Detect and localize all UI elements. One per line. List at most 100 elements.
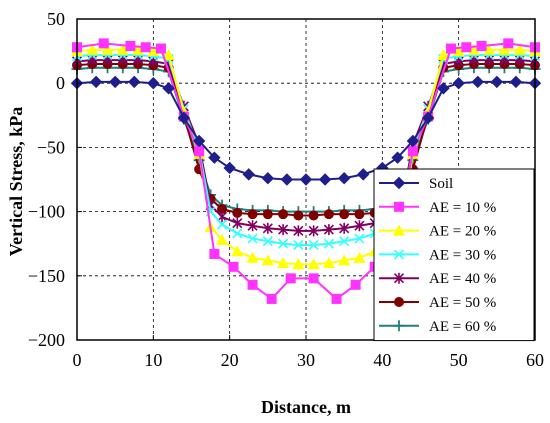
series-1-point	[476, 40, 487, 51]
series-0-point	[490, 75, 504, 89]
series-0-point	[108, 75, 122, 89]
x-tick-label: 0	[73, 350, 82, 370]
series-1-point	[266, 293, 277, 304]
series-3-point	[216, 219, 228, 230]
legend-item: AE = 50 %	[379, 295, 496, 311]
series-0-point	[337, 172, 351, 185]
series-0-point	[223, 161, 236, 175]
series-2-point	[338, 254, 351, 266]
x-tick-label: 30	[297, 350, 315, 370]
legend: Soil AE = 10 % AE = 20 % AE = 30 % AE = 40 %…	[373, 168, 535, 342]
series-2-point	[353, 251, 366, 263]
x-tick-label: 40	[373, 350, 391, 370]
series-5-point	[232, 207, 243, 218]
series-1-point	[285, 273, 296, 284]
series-1-point	[125, 40, 136, 51]
series-0-point	[208, 151, 221, 164]
series-3-line	[76, 53, 536, 246]
series-0-point	[147, 76, 160, 90]
series-1-point	[98, 38, 109, 49]
y-tick-label: −200	[28, 330, 65, 350]
series-3-point	[232, 228, 243, 239]
series-3-point	[278, 238, 289, 249]
series-5-point	[354, 209, 365, 220]
series-2-point	[498, 43, 511, 55]
legend-label: AE = 30 %	[429, 247, 496, 263]
series-4-point	[232, 217, 243, 229]
series-0-point	[89, 75, 103, 89]
series-1-point	[331, 293, 342, 304]
series-0-point	[299, 173, 313, 186]
series-2-point	[246, 251, 259, 263]
series-4-point	[339, 222, 350, 234]
series-2-point	[322, 256, 335, 268]
series-3-point	[247, 233, 258, 244]
series-5-point	[278, 209, 289, 220]
series-2-point	[513, 43, 526, 55]
series-5-point	[323, 209, 334, 220]
legend-swatch-marker	[393, 249, 405, 260]
series-2-point	[86, 43, 99, 55]
series-0-point	[128, 75, 141, 89]
series-5-point	[308, 210, 319, 221]
series-5-point	[293, 210, 304, 221]
series-0-point	[177, 111, 191, 125]
y-tick-label: −50	[37, 137, 65, 157]
series-1-point	[350, 279, 361, 290]
legend-swatch-marker	[394, 201, 404, 212]
series-3-point	[308, 239, 319, 251]
series-3-point	[323, 238, 334, 249]
x-tick-label: 10	[144, 350, 162, 370]
series-2-point	[216, 233, 229, 245]
y-tick-label: −100	[28, 202, 65, 222]
y-tick-labels: 50 0 −50 −100 −150 −200	[28, 9, 82, 350]
series-2-point	[162, 48, 175, 60]
series-1-point	[461, 42, 472, 53]
legend-item: AE = 60 %	[379, 319, 496, 335]
series-0-point	[162, 82, 175, 95]
legend-item: AE = 30 %	[379, 247, 496, 263]
series-0-point	[280, 173, 294, 186]
series-4-point	[247, 220, 258, 232]
legend-swatch-marker	[393, 224, 405, 236]
series-4-point	[354, 220, 365, 232]
y-axis-title: Vertical Stress, kPa	[6, 107, 26, 256]
series-5-point	[339, 209, 350, 220]
series-1-point	[155, 43, 166, 54]
series-2-point	[292, 258, 305, 270]
series-1-point	[209, 248, 220, 259]
series-0-point	[261, 172, 275, 185]
series-4-point	[308, 225, 319, 237]
legend-swatch-marker	[393, 320, 405, 332]
series-1-point	[194, 146, 205, 157]
series-0-point	[318, 173, 332, 186]
series-2-point	[231, 245, 244, 257]
series-4-point	[293, 225, 304, 237]
legend-label: AE = 50 %	[429, 295, 496, 311]
series-5-point	[262, 209, 273, 220]
series-3-point	[354, 233, 365, 244]
legend-label: AE = 60 %	[429, 319, 496, 335]
series-3-point	[293, 239, 304, 251]
y-tick-label: 50	[47, 9, 65, 29]
series-1-point	[247, 279, 258, 290]
legend-label: AE = 10 %	[429, 200, 496, 216]
x-axis-title: Distance, m	[261, 397, 351, 417]
series-4-point	[278, 224, 289, 236]
series-2-point	[101, 43, 114, 55]
series-5-point	[247, 209, 258, 220]
series-1-point	[503, 38, 514, 49]
series-2-point	[437, 48, 450, 60]
series-2-point	[483, 43, 496, 55]
series-2-point	[261, 254, 274, 266]
series-1-point	[407, 146, 418, 157]
series-4-line	[76, 59, 536, 232]
series-3-point	[339, 236, 350, 247]
legend-swatch-marker	[392, 176, 406, 190]
series-5-point	[217, 204, 228, 215]
series-2-point	[307, 258, 320, 270]
legend-item: AE = 20 %	[379, 224, 496, 240]
legend-item: AE = 40 %	[379, 271, 496, 287]
series-0-point	[192, 134, 206, 148]
